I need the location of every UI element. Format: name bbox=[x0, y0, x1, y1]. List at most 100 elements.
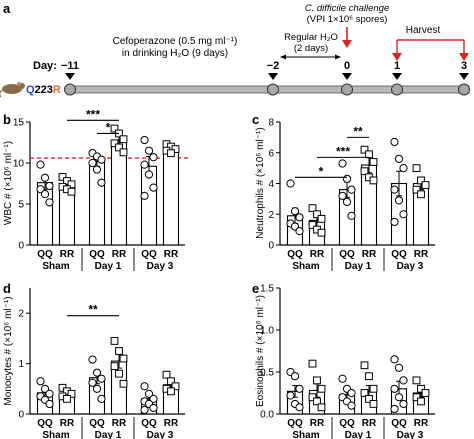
data-point bbox=[369, 400, 378, 408]
data-point bbox=[390, 355, 399, 364]
panel-a-timeline: a Q223R Day: −11 −2 0 1 3 bbox=[0, 1, 470, 98]
day-tick: −11 bbox=[61, 60, 79, 72]
data-point bbox=[144, 389, 154, 398]
group-label: Sham bbox=[292, 261, 319, 272]
y-tick-label: 0 bbox=[18, 410, 24, 421]
data-point bbox=[36, 160, 45, 169]
data-point bbox=[421, 181, 430, 189]
data-point bbox=[149, 403, 158, 413]
neutrophils-chart: Neutrophils # (×10⁶ ml⁻¹)0 2 4 6 8 QQ RR QQ RR QQ… bbox=[255, 118, 435, 272]
group-label: Sham bbox=[42, 430, 69, 439]
data-point bbox=[92, 368, 102, 377]
x-tick-label: QQ bbox=[391, 418, 407, 429]
data-point bbox=[347, 185, 356, 194]
data-point bbox=[308, 221, 317, 229]
significance-label: * bbox=[319, 164, 324, 178]
data-point bbox=[390, 404, 399, 414]
y-tick-label: 0 bbox=[18, 241, 24, 252]
regular-water-text: Regular H₂O bbox=[284, 32, 338, 43]
y-axis-label: Eosinophils # (×10⁶ ml⁻¹) bbox=[255, 295, 266, 407]
timeline-nodes bbox=[64, 83, 470, 96]
y-tick-label: 1.0 bbox=[260, 326, 274, 337]
data-point bbox=[399, 399, 408, 409]
data-point bbox=[295, 227, 304, 236]
data-point bbox=[45, 399, 54, 409]
data-point bbox=[140, 405, 149, 415]
group-label: Day 1 bbox=[95, 261, 122, 272]
data-point bbox=[40, 190, 50, 199]
x-tick-label: RR bbox=[310, 249, 325, 260]
data-point bbox=[88, 158, 97, 168]
x-tick-label: QQ bbox=[287, 249, 303, 260]
data-point bbox=[317, 384, 326, 393]
data-point bbox=[394, 154, 404, 163]
group-label: Day 1 bbox=[345, 261, 372, 272]
bar bbox=[88, 160, 106, 246]
data-point bbox=[295, 384, 304, 393]
data-point bbox=[417, 190, 425, 199]
data-point bbox=[119, 135, 128, 144]
data-point bbox=[390, 217, 399, 227]
y-tick-label: 0.0 bbox=[260, 410, 274, 421]
data-point bbox=[390, 384, 399, 393]
data-point bbox=[360, 145, 369, 154]
data-point bbox=[360, 361, 369, 370]
data-point bbox=[36, 377, 45, 386]
panel-letter-e: e bbox=[252, 281, 259, 296]
y-tick-label: 2 bbox=[18, 309, 24, 320]
y-tick-label: 10 bbox=[13, 159, 25, 170]
x-tick-label: RR bbox=[112, 418, 127, 429]
challenge-arrow-icon bbox=[342, 27, 352, 48]
data-point bbox=[67, 187, 76, 196]
panel-letter-c: c bbox=[252, 112, 259, 127]
x-tick-label: QQ bbox=[339, 249, 355, 260]
data-point bbox=[308, 204, 317, 212]
data-point bbox=[417, 384, 425, 393]
data-point bbox=[365, 394, 373, 403]
data-point bbox=[149, 153, 158, 162]
group-label: Day 3 bbox=[147, 430, 174, 439]
y-tick-label: 0 bbox=[268, 241, 274, 252]
data-point bbox=[399, 164, 408, 173]
regular-water-span-arrow bbox=[280, 54, 341, 60]
data-point bbox=[171, 382, 180, 391]
group-label: Day 3 bbox=[147, 261, 174, 272]
x-tick-label: QQ bbox=[89, 418, 105, 429]
x-tick-label: QQ bbox=[287, 418, 303, 429]
data-point bbox=[421, 389, 430, 397]
y-tick-label: 4 bbox=[268, 179, 274, 190]
data-point bbox=[290, 372, 300, 381]
data-point bbox=[347, 401, 356, 410]
x-tick-label: RR bbox=[310, 418, 325, 429]
x-tick-label: QQ bbox=[141, 418, 157, 429]
cefoperazone-text-2: in drinking H₂O (9 days) bbox=[122, 48, 228, 59]
x-tick-label: RR bbox=[164, 418, 179, 429]
group-label: Day 1 bbox=[95, 430, 122, 439]
y-tick-label: 5 bbox=[18, 200, 24, 211]
data-point bbox=[36, 185, 45, 194]
data-point bbox=[365, 372, 373, 381]
data-point bbox=[412, 376, 421, 385]
data-point bbox=[286, 391, 295, 400]
day-tick: 0 bbox=[344, 60, 350, 72]
data-point bbox=[140, 160, 149, 169]
cdiff-challenge-text: C. difficile challenge bbox=[305, 3, 390, 14]
data-point bbox=[313, 397, 321, 406]
data-point bbox=[286, 179, 295, 188]
data-point bbox=[342, 174, 352, 183]
data-point bbox=[119, 354, 128, 363]
data-point bbox=[119, 379, 128, 388]
data-point bbox=[394, 393, 404, 402]
data-point bbox=[115, 347, 123, 355]
data-point bbox=[97, 374, 106, 383]
data-point bbox=[417, 397, 425, 406]
cdiff-spores-text: (VPI 1×10⁶ spores) bbox=[307, 14, 388, 25]
data-point bbox=[110, 362, 119, 371]
data-point bbox=[308, 359, 317, 368]
day-tick: −2 bbox=[267, 60, 280, 72]
data-point bbox=[167, 149, 175, 158]
x-tick-label: QQ bbox=[37, 249, 53, 260]
